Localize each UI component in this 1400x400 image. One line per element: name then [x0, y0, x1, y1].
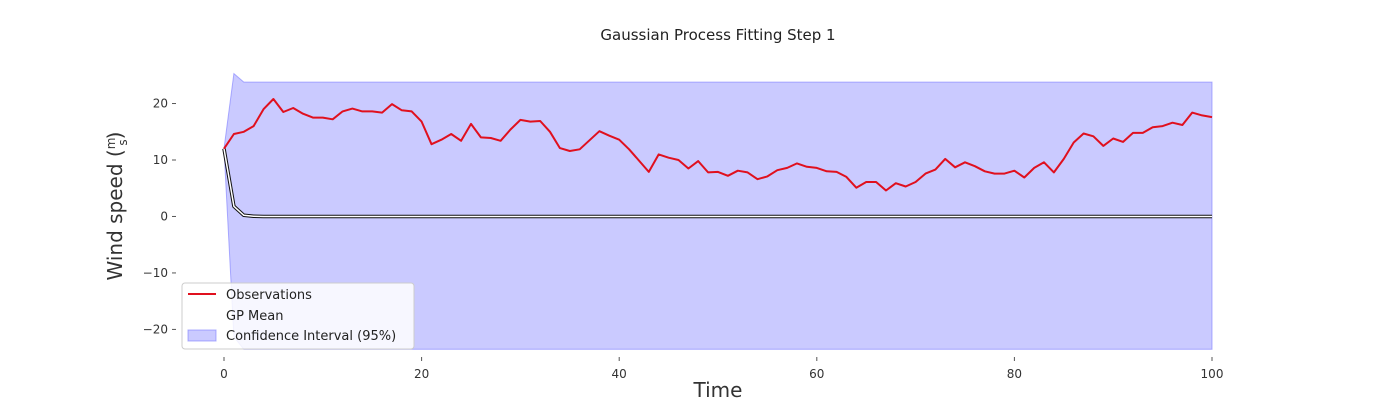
x-tick-label: 20	[414, 367, 429, 381]
legend-label-observations: Observations	[226, 288, 312, 303]
y-tick-label: −10	[143, 266, 168, 280]
y-axis-ticks: −20 −10 0 10 20	[143, 97, 176, 336]
x-axis-label: Time	[693, 378, 743, 400]
svg-text:Wind speed (ms): Wind speed (ms)	[103, 132, 130, 281]
y-axis-label-suffix: )	[103, 132, 127, 140]
y-tick-label: 0	[160, 209, 168, 223]
y-tick-label: 10	[153, 153, 168, 167]
legend-label-gp-mean: GP Mean	[226, 309, 283, 324]
legend-box	[181, 282, 415, 350]
plot-area	[222, 72, 1213, 350]
legend-swatch-confidence	[187, 329, 217, 342]
x-tick-label: 80	[1007, 367, 1022, 381]
y-axis-label: Wind speed (ms)	[103, 132, 130, 281]
gp-mean-line	[223, 148, 1212, 218]
y-axis-label-prefix: Wind speed (	[103, 149, 127, 280]
x-tick-label: 0	[220, 367, 228, 381]
y-axis-label-unit-num: m	[104, 138, 118, 150]
y-axis-label-unit-den: s	[116, 139, 130, 145]
observations-line	[223, 98, 1213, 192]
legend-label-confidence: Confidence Interval (95%)	[226, 329, 396, 344]
chart-title: Gaussian Process Fitting Step 1	[600, 26, 835, 44]
x-tick-label: 40	[612, 367, 627, 381]
y-tick-label: 20	[153, 97, 168, 111]
y-tick-label: −20	[143, 322, 168, 336]
x-tick-label: 60	[809, 367, 824, 381]
legend: Observations GP Mean Confidence Interval…	[181, 282, 415, 350]
x-axis-ticks: 0 20 40 60 80 100	[220, 357, 1223, 381]
x-tick-label: 100	[1201, 367, 1224, 381]
